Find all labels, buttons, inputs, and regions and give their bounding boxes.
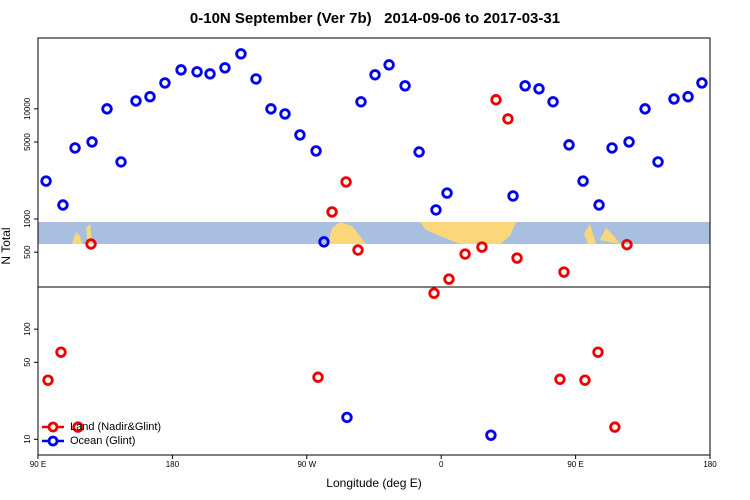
point bbox=[175, 64, 187, 76]
y-tick-label: 10 bbox=[23, 434, 32, 443]
y-tick-label: 10000 bbox=[23, 97, 32, 120]
point bbox=[668, 93, 680, 105]
point bbox=[369, 69, 381, 81]
x-tick-label: 90 E bbox=[30, 460, 46, 469]
point bbox=[57, 199, 69, 211]
y-tick-label: 1000 bbox=[23, 210, 32, 228]
point bbox=[399, 80, 411, 92]
plot-frame bbox=[37, 37, 711, 456]
point bbox=[159, 77, 171, 89]
y-axis-label: N Total bbox=[0, 227, 13, 264]
point bbox=[621, 238, 633, 251]
point bbox=[352, 244, 364, 256]
point bbox=[130, 95, 142, 107]
point bbox=[558, 266, 570, 278]
point bbox=[204, 68, 216, 80]
point bbox=[86, 136, 98, 148]
y-tick-label: 5000 bbox=[23, 133, 32, 151]
legend-marker bbox=[47, 435, 59, 447]
point bbox=[115, 156, 127, 168]
point bbox=[502, 113, 514, 125]
point bbox=[318, 236, 330, 248]
point bbox=[443, 273, 455, 285]
point bbox=[144, 90, 156, 103]
point bbox=[235, 48, 247, 60]
legend-marker bbox=[47, 421, 59, 433]
point bbox=[265, 103, 277, 115]
point bbox=[554, 373, 566, 385]
point bbox=[441, 187, 453, 199]
x-tick-label: 90 E bbox=[567, 460, 583, 469]
y-tick-label: 500 bbox=[23, 245, 32, 259]
point bbox=[507, 190, 519, 202]
point bbox=[383, 59, 395, 71]
point bbox=[355, 96, 367, 108]
point bbox=[682, 90, 694, 103]
x-axis-label: Longitude (deg E) bbox=[326, 476, 421, 490]
legend-label: Ocean (Glint) bbox=[70, 435, 135, 447]
point bbox=[511, 252, 523, 264]
point bbox=[459, 248, 471, 260]
point bbox=[55, 346, 67, 358]
point bbox=[485, 429, 497, 441]
point bbox=[72, 421, 84, 433]
point bbox=[101, 103, 113, 115]
point bbox=[341, 411, 353, 424]
y-tick-label: 50 bbox=[23, 357, 32, 366]
point bbox=[519, 80, 531, 92]
x-tick-label: 90 W bbox=[297, 460, 316, 469]
legend-label: Land (Nadir&Glint) bbox=[70, 421, 161, 433]
point bbox=[428, 287, 440, 299]
point bbox=[40, 175, 52, 187]
point bbox=[490, 94, 502, 106]
point bbox=[606, 142, 618, 154]
point bbox=[340, 176, 352, 188]
y-tick-label: 100 bbox=[23, 322, 32, 336]
point bbox=[563, 139, 575, 151]
x-tick-label: 0 bbox=[439, 460, 444, 469]
point bbox=[42, 374, 54, 386]
point bbox=[579, 374, 591, 386]
point bbox=[623, 136, 635, 148]
point bbox=[312, 371, 324, 383]
point bbox=[250, 73, 262, 85]
point bbox=[430, 204, 442, 216]
x-tick-label: 180 bbox=[703, 460, 717, 469]
point bbox=[639, 103, 651, 115]
point bbox=[533, 83, 545, 95]
map-band bbox=[38, 222, 710, 244]
point bbox=[592, 346, 604, 358]
point bbox=[279, 108, 291, 120]
x-tick-label: 180 bbox=[166, 460, 180, 469]
point bbox=[577, 175, 589, 187]
point bbox=[85, 238, 97, 250]
chart-title: 0-10N September (Ver 7b) 2014-09-06 to 2… bbox=[190, 10, 560, 27]
point bbox=[696, 77, 708, 89]
point bbox=[294, 129, 306, 141]
point bbox=[547, 96, 559, 108]
point bbox=[476, 241, 488, 253]
point bbox=[191, 66, 203, 78]
point bbox=[69, 142, 81, 154]
point bbox=[609, 421, 621, 433]
point bbox=[310, 145, 322, 157]
point bbox=[413, 146, 425, 158]
point bbox=[652, 156, 664, 168]
point bbox=[593, 199, 605, 211]
point bbox=[326, 206, 338, 218]
point bbox=[219, 62, 231, 74]
